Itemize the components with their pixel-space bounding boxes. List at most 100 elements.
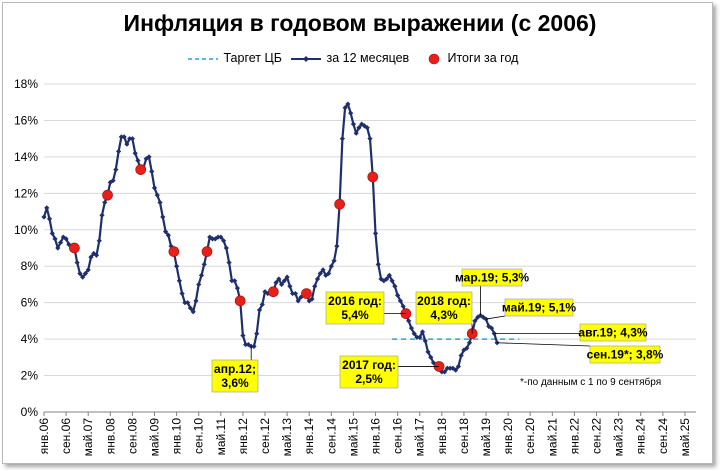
series-point xyxy=(113,167,119,173)
series-point xyxy=(395,292,401,298)
series-point xyxy=(154,192,160,198)
x-tick-label: янв.16 xyxy=(369,418,383,455)
series-point xyxy=(121,134,127,140)
y-tick-label: 4% xyxy=(21,332,39,346)
series-point xyxy=(193,298,199,304)
series-point xyxy=(325,270,332,277)
series-point xyxy=(124,141,130,147)
series-point xyxy=(458,352,464,359)
series-point xyxy=(430,360,437,366)
callout-box xyxy=(211,359,259,393)
legend-target-swatch xyxy=(188,57,218,60)
series-point xyxy=(146,154,152,160)
series-point xyxy=(292,290,299,297)
legend-annual: Итоги за год xyxy=(424,51,518,65)
legend-target-label: Таргет ЦБ xyxy=(223,51,282,65)
series-point xyxy=(77,270,83,277)
x-tick-label: янв.10 xyxy=(170,418,184,455)
x-tick-label: сен.08 xyxy=(125,418,139,454)
series-point xyxy=(278,281,285,288)
series-point xyxy=(44,205,50,211)
series-point xyxy=(209,236,216,242)
series-point xyxy=(82,270,89,277)
annual-point xyxy=(267,286,279,298)
x-tick-label: янв.18 xyxy=(435,418,449,455)
series-point xyxy=(334,243,340,249)
series-point xyxy=(447,365,453,371)
series-point xyxy=(85,267,91,273)
callout-box xyxy=(415,291,473,325)
series-point xyxy=(201,261,207,267)
x-tick-label: янв.20 xyxy=(501,418,515,455)
y-tick-label: 8% xyxy=(21,259,39,273)
callout-label: 2018 год: xyxy=(417,294,471,308)
y-tick-label: 16% xyxy=(14,113,38,127)
callout-label: май.19; 5,1% xyxy=(502,301,576,315)
series-point xyxy=(196,281,202,288)
series-point xyxy=(328,263,334,269)
series-point xyxy=(226,259,232,266)
callout-label: апр.12; xyxy=(214,362,256,376)
x-tick-label: янв.24 xyxy=(634,418,648,455)
series-point xyxy=(254,331,260,337)
series-point xyxy=(372,230,379,237)
legend-target: Таргет ЦБ xyxy=(186,51,282,65)
series-point xyxy=(52,236,58,242)
annual-point xyxy=(334,198,345,210)
annual-point xyxy=(301,288,312,299)
series-point xyxy=(339,136,345,142)
x-tick-label: сен.18 xyxy=(457,418,471,454)
series-point xyxy=(356,125,362,131)
series-point xyxy=(80,274,86,280)
annual-point xyxy=(234,295,246,307)
y-tick-label: 14% xyxy=(14,150,38,164)
annual-point xyxy=(135,164,147,175)
series-point xyxy=(127,136,133,142)
series-point xyxy=(386,272,392,278)
x-tick-label: май.15 xyxy=(346,418,360,457)
series-point xyxy=(276,276,282,282)
series-point xyxy=(417,334,423,340)
x-tick-label: май.07 xyxy=(81,418,95,457)
series-point xyxy=(367,136,373,142)
series-point xyxy=(320,267,326,273)
series-point xyxy=(406,318,412,324)
series-point xyxy=(220,238,227,244)
series-point xyxy=(259,301,265,308)
callout-box xyxy=(339,355,399,389)
series-point xyxy=(91,250,97,257)
series-point xyxy=(486,323,492,329)
series-point xyxy=(93,252,100,258)
annual-point xyxy=(69,242,80,254)
series-point xyxy=(240,332,246,339)
series-point xyxy=(234,285,240,291)
y-tick-label: 12% xyxy=(14,186,38,200)
series-point xyxy=(389,278,395,284)
legend-series-swatch xyxy=(291,55,321,62)
series-point xyxy=(223,245,229,251)
series-point xyxy=(323,272,329,278)
series-point xyxy=(422,338,428,344)
callout-label: 4,3% xyxy=(430,308,458,322)
chart-title: Инфляция в годовом выражении (с 2006) xyxy=(123,10,597,36)
series-point xyxy=(419,329,426,335)
series-point xyxy=(375,261,381,267)
x-tick-label: май.25 xyxy=(678,418,692,457)
series-point xyxy=(118,134,124,140)
series-point xyxy=(179,290,185,297)
series-point xyxy=(444,365,450,371)
series-point xyxy=(425,349,431,355)
x-tick-label: май.17 xyxy=(413,418,427,457)
series-point xyxy=(187,305,194,311)
x-tick-label: май.21 xyxy=(545,418,559,457)
y-tick-label: 18% xyxy=(14,77,38,91)
callout-label: мар.19; 5,3% xyxy=(455,271,529,285)
series-point xyxy=(115,148,122,155)
series-point xyxy=(472,318,478,324)
y-tick-label: 2% xyxy=(21,369,39,383)
series-point xyxy=(350,121,357,127)
series-point xyxy=(400,303,406,309)
series-point xyxy=(359,121,365,127)
series-point xyxy=(488,325,495,331)
callout-label: авг.19; 4,3% xyxy=(578,326,648,340)
